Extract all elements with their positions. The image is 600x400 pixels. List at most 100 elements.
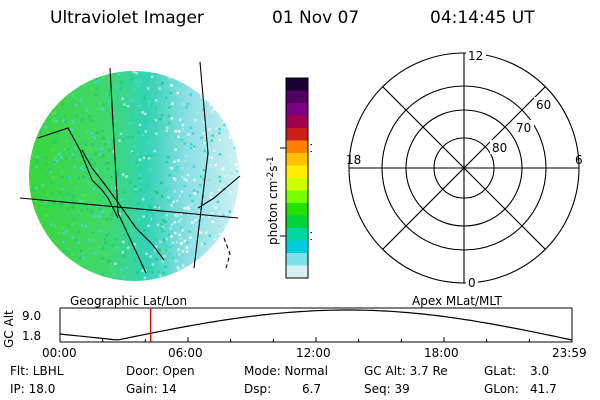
speckle-dot xyxy=(167,195,170,199)
speckle-dot xyxy=(96,167,99,170)
speckle-dot xyxy=(114,262,117,266)
speckle-dot xyxy=(138,203,141,206)
speckle-dot xyxy=(162,219,165,222)
speckle-dot xyxy=(48,269,52,272)
speckle-dot xyxy=(205,79,208,82)
speckle-dot xyxy=(52,77,56,80)
speckle-dot xyxy=(134,80,138,83)
speckle-dot xyxy=(133,265,137,268)
speckle-dot xyxy=(236,226,239,230)
speckle-dot xyxy=(217,100,220,103)
orbit-y-bottom-label: 1.8 xyxy=(22,329,42,343)
speckle-dot xyxy=(150,104,153,107)
speckle-dot xyxy=(147,103,151,107)
speckle-dot xyxy=(135,153,139,156)
speckle-dot xyxy=(161,195,164,198)
speckle-dot xyxy=(238,141,239,144)
speckle-dot xyxy=(45,91,49,94)
speckle-dot xyxy=(70,206,74,210)
speckle-dot xyxy=(31,97,35,100)
speckle-dot xyxy=(176,214,179,218)
speckle-dot xyxy=(128,234,131,237)
speckle-dot xyxy=(176,199,179,203)
speckle-dot xyxy=(110,113,113,117)
speckle-dot xyxy=(183,239,187,243)
speckle-dot xyxy=(62,232,65,235)
speckle-dot xyxy=(215,98,218,101)
speckle-dot xyxy=(203,273,207,276)
speckle-dot xyxy=(170,116,174,120)
speckle-dot xyxy=(202,80,205,84)
speckle-dot xyxy=(52,160,56,163)
geo-meridian-left xyxy=(109,67,147,274)
speckle-dot xyxy=(225,234,229,238)
speckle-dot xyxy=(222,251,225,255)
speckle-dot xyxy=(131,80,134,84)
speckle-dot xyxy=(41,238,44,242)
door-status: Door: Open xyxy=(126,364,195,378)
speckle-dot xyxy=(143,96,146,100)
speckle-dot xyxy=(44,213,48,217)
speckle-dot xyxy=(211,220,215,224)
coastline-dashed xyxy=(223,237,231,269)
speckle-dot xyxy=(96,214,100,218)
speckle-dot xyxy=(215,206,218,210)
speckle-dot xyxy=(169,166,172,170)
speckle-dot xyxy=(152,144,155,147)
speckle-dot xyxy=(74,269,78,273)
speckle-dot xyxy=(182,102,185,106)
speckle-dot xyxy=(116,86,119,90)
speckle-dot xyxy=(203,242,206,245)
speckle-dot xyxy=(30,273,34,276)
speckle-dot xyxy=(111,216,115,220)
speckle-dot xyxy=(82,200,86,203)
speckle-dot xyxy=(174,214,177,217)
speckle-dot xyxy=(239,266,242,269)
speckle-dot xyxy=(38,254,41,257)
speckle-dot xyxy=(29,116,33,120)
speckle-dot xyxy=(179,212,183,216)
speckle-dot xyxy=(77,177,81,180)
glat-key: GLat: xyxy=(484,364,517,378)
speckle-dot xyxy=(179,118,182,121)
speckle-dot xyxy=(35,98,39,102)
speckle-dot xyxy=(92,127,96,131)
speckle-dot xyxy=(70,198,74,202)
speckle-dot xyxy=(71,252,74,256)
speckle-dot xyxy=(230,172,233,175)
speckle-dot xyxy=(192,165,196,168)
speckle-dot xyxy=(90,86,93,90)
speckle-dot xyxy=(37,125,41,128)
speckle-dot xyxy=(67,147,70,151)
speckle-dot xyxy=(217,258,220,262)
speckle-dot xyxy=(189,126,192,130)
speckle-dot xyxy=(36,243,40,247)
auroral-image xyxy=(19,61,244,281)
orbit-right-title: Apex MLat/MLT xyxy=(412,294,502,308)
speckle-dot xyxy=(213,182,217,186)
speckle-dot xyxy=(207,215,211,218)
speckle-dot xyxy=(171,102,174,105)
speckle-dot xyxy=(202,178,205,181)
colorbar-tick-label: 100 xyxy=(309,142,312,155)
speckle-dot xyxy=(101,247,105,250)
speckle-dot xyxy=(238,112,239,116)
speckle-dot xyxy=(119,110,122,114)
speckle-dot xyxy=(193,178,196,182)
speckle-dot xyxy=(63,114,67,118)
speckle-dot xyxy=(46,92,50,96)
speckle-dot xyxy=(41,184,44,187)
speckle-dot xyxy=(95,169,99,173)
speckle-dot xyxy=(64,272,68,276)
speckle-dot xyxy=(139,80,143,83)
speckle-dot xyxy=(241,78,244,81)
instrument-title: Ultraviolet Imager xyxy=(50,8,204,28)
colorbar-stripes xyxy=(286,78,308,279)
speckle-dot xyxy=(189,143,193,146)
speckle-dot xyxy=(61,175,64,178)
speckle-dot xyxy=(40,260,44,263)
speckle-dot xyxy=(90,210,93,213)
speckle-dot xyxy=(221,81,225,84)
speckle-dot xyxy=(161,260,164,263)
speckle-dot xyxy=(29,78,32,82)
